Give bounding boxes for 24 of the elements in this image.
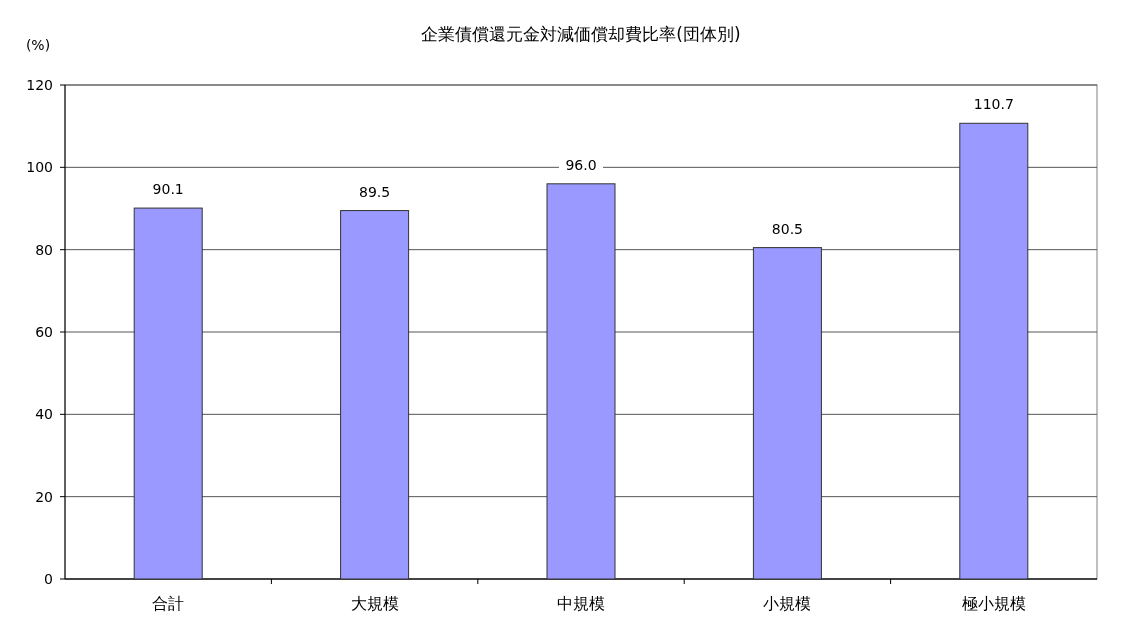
bar	[340, 210, 410, 580]
y-tick-label: 120	[26, 77, 53, 93]
bar	[546, 183, 616, 580]
x-tick-label: 極小規模	[961, 594, 1026, 613]
data-label: 90.1	[152, 181, 184, 198]
bar	[133, 207, 203, 580]
y-tick-label: 60	[35, 324, 53, 340]
y-axis-title: (%)	[25, 37, 51, 53]
bar	[959, 122, 1029, 580]
data-label: 96.0	[565, 156, 597, 173]
y-tick-label: 0	[44, 571, 53, 587]
x-tick-label: 合計	[152, 594, 185, 613]
x-tick-label: 大規模	[350, 594, 399, 613]
x-tick-label: 小規模	[763, 594, 812, 613]
y-tick-label: 40	[35, 406, 53, 423]
x-tick-label: 中規模	[557, 594, 605, 613]
data-label: 80.5	[771, 220, 803, 237]
data-label: 89.5	[359, 183, 391, 200]
bar	[752, 247, 822, 580]
y-tick-label: 20	[35, 488, 53, 505]
y-tick-label: 100	[26, 159, 53, 176]
data-label: 110.7	[973, 96, 1014, 113]
y-tick-label: 80	[35, 241, 53, 258]
chart-title: 企業債償還元金対減価償却費比率(団体別)	[421, 24, 741, 44]
